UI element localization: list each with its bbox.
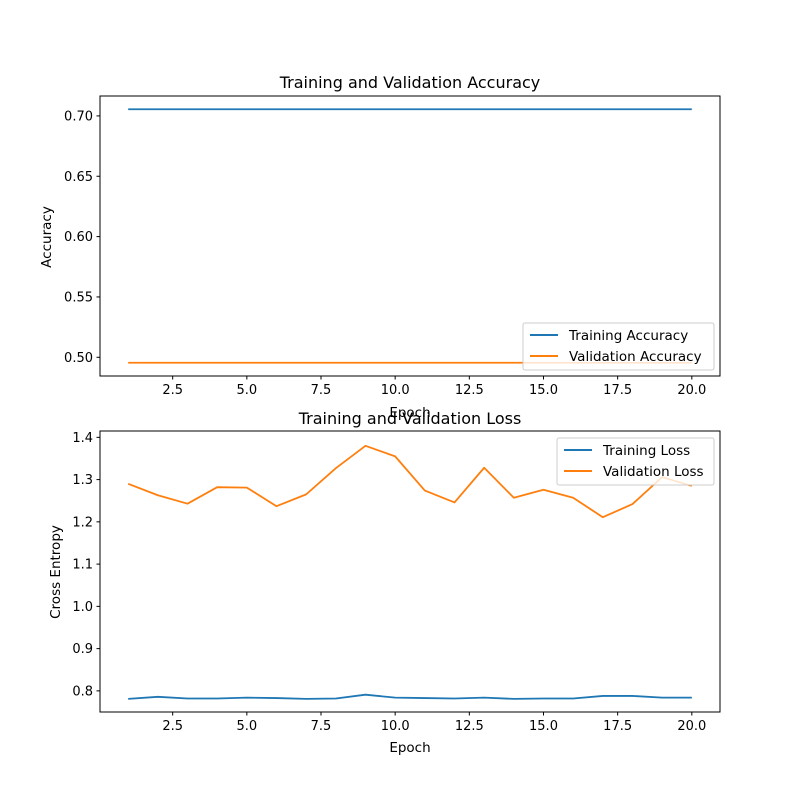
loss-y-tick-label: 1.4 (72, 431, 93, 446)
legend-label-validation-accuracy: Validation Accuracy (569, 349, 702, 365)
legend-label-training-loss: Training Loss (602, 443, 690, 459)
loss-chart-title: Training and Validation Loss (298, 409, 522, 428)
accuracy-y-tick-label: 0.60 (64, 230, 93, 245)
legend-label-validation-loss: Validation Loss (603, 464, 704, 480)
accuracy-y-axis-label: Accuracy (39, 206, 55, 268)
loss-y-ticks: 0.8 0.9 1.0 1.1 1.2 1.3 1.4 (72, 431, 100, 699)
accuracy-x-tick-label: 12.5 (455, 383, 484, 398)
loss-y-tick-label: 0.8 (72, 684, 93, 699)
loss-x-axis-label: Epoch (389, 740, 430, 756)
loss-x-ticks: 2.5 5.0 7.5 10.0 12.5 15.0 17.5 20.0 (162, 712, 706, 734)
loss-y-tick-label: 1.0 (72, 600, 93, 615)
accuracy-chart: Training and Validation Accuracy 0.500.5… (39, 73, 721, 421)
loss-x-tick-label: 15.0 (529, 719, 558, 734)
accuracy-y-ticks: 0.50 0.55 0.60 0.65 0.70 (64, 109, 100, 366)
loss-x-tick-label: 17.5 (603, 719, 632, 734)
loss-plot-frame (99, 430, 721, 713)
accuracy-x-tick-label: 7.5 (311, 383, 332, 398)
accuracy-y-tick-label: 0.70 (64, 109, 93, 124)
accuracy-x-axis-label: Epoch (389, 405, 430, 421)
loss-x-tick-label: 5.0 (236, 719, 257, 734)
accuracy-x-ticks: 2.5 5.0 7.5 10.0 12.5 15.0 17.5 20.0 (162, 376, 706, 398)
legend-label-training-accuracy: Training Accuracy (568, 328, 688, 344)
accuracy-x-tick-label: 15.0 (529, 383, 558, 398)
loss-chart: Training and Validation Loss 0.8 0.9 1.0 1.… (48, 409, 721, 756)
accuracy-x-tick-label: 20.0 (677, 383, 706, 398)
accuracy-plot-frame (99, 95, 721, 377)
loss-legend-box (556, 437, 715, 486)
loss-x-tick-label: 2.5 (162, 719, 183, 734)
loss-y-tick-label: 1.2 (72, 515, 93, 530)
accuracy-x-tick-label: 17.5 (603, 383, 632, 398)
series-line-validation-loss (127, 444, 693, 519)
accuracy-x-tick-label: 10.0 (381, 383, 410, 398)
loss-x-tick-label: 12.5 (455, 719, 484, 734)
accuracy-x-tick-label: 2.5 (162, 383, 183, 398)
accuracy-legend-box (522, 322, 715, 371)
accuracy-y-tick-label: 0.55 (64, 290, 93, 305)
accuracy-legend: Training Accuracy Validation Accuracy (522, 322, 715, 371)
loss-legend: Training Loss Validation Loss (556, 437, 715, 486)
loss-y-axis-label: Cross Entropy (48, 525, 64, 619)
loss-x-tick-label: 20.0 (677, 719, 706, 734)
loss-x-tick-label: 10.0 (381, 719, 410, 734)
loss-y-tick-label: 1.1 (72, 558, 93, 573)
loss-y-tick-label: 0.9 (72, 642, 93, 657)
accuracy-chart-title: Training and Validation Accuracy (279, 73, 541, 92)
loss-y-tick-label: 1.3 (72, 473, 93, 488)
accuracy-y-tick-label: 0.50 (64, 351, 93, 366)
series-line-training-loss (128, 693, 692, 700)
accuracy-y-tick-label: 0.65 (64, 170, 93, 185)
accuracy-x-tick-label: 5.0 (236, 383, 257, 398)
loss-x-tick-label: 7.5 (311, 719, 332, 734)
loss-lines (127, 444, 693, 700)
